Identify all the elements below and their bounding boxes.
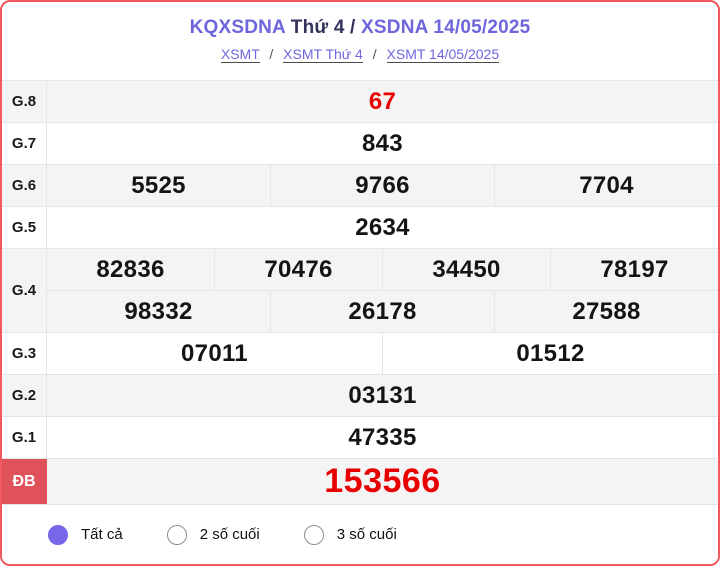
prize-label-g5: G.5 <box>2 207 47 248</box>
prize-row-g8: G.8 67 <box>2 81 718 123</box>
prize-value-g8: 67 <box>368 87 397 115</box>
filter-option-all-label[interactable]: Tất cả <box>81 526 123 543</box>
prize-label-g4: G.4 <box>2 249 47 332</box>
prize-value-g2: 03131 <box>348 381 417 409</box>
title-weekday: Thứ 4 / <box>290 17 356 38</box>
breadcrumb-separator: / <box>269 46 274 62</box>
prize-value-g1: 47335 <box>348 423 417 451</box>
prize-value-g3-1: 07011 <box>181 339 248 367</box>
prize-row-g1: G.1 47335 <box>2 417 718 459</box>
prize-value-g4-2: 70476 <box>214 249 382 290</box>
prize-row-db: ĐB 153566 <box>2 459 718 505</box>
radio-unselected-icon[interactable] <box>303 524 324 545</box>
radio-selected-icon[interactable] <box>48 524 68 545</box>
prize-row-g5: G.5 2634 <box>2 207 718 249</box>
prize-value-g6-3: 7704 <box>494 165 718 206</box>
prize-value-g6-2: 9766 <box>270 165 494 206</box>
filter-option-last3[interactable]: 3 số cuối <box>303 524 397 545</box>
prize-row-g7: G.7 843 <box>2 123 718 165</box>
prize-row-g6: G.6 5525 9766 7704 <box>2 165 718 207</box>
prize-value-g6-1: 5525 <box>131 171 186 199</box>
prize-value-g7: 843 <box>362 129 403 157</box>
prize-value-g4-6: 26178 <box>270 291 494 332</box>
breadcrumb-link-xsmt-thu4[interactable]: XSMT Thứ 4 <box>283 46 363 63</box>
filter-option-last2-label[interactable]: 2 số cuối <box>199 526 260 543</box>
filter-option-all[interactable]: Tất cả <box>48 524 123 545</box>
prize-value-g4-3: 34450 <box>382 249 550 290</box>
page-title: KQXSDNA Thứ 4 / XSDNA 14/05/2025 <box>2 15 718 41</box>
prize-label-g8: G.8 <box>2 81 47 122</box>
prize-value-g4-1: 82836 <box>96 255 165 283</box>
title-kqxsdna: KQXSDNA <box>189 17 286 38</box>
filter-option-last3-label[interactable]: 3 số cuối <box>336 526 397 543</box>
prize-label-g3: G.3 <box>2 333 47 374</box>
prize-label-g2: G.2 <box>2 375 47 416</box>
title-draw-date: XSDNA 14/05/2025 <box>361 17 531 38</box>
breadcrumb-separator: / <box>372 46 377 62</box>
prize-value-g5: 2634 <box>355 213 410 241</box>
breadcrumb-link-xsmt-date[interactable]: XSMT 14/05/2025 <box>386 46 500 63</box>
radio-unselected-icon[interactable] <box>166 524 187 545</box>
prize-label-g7: G.7 <box>2 123 47 164</box>
prize-label-g6: G.6 <box>2 165 47 206</box>
breadcrumb-link-xsmt[interactable]: XSMT <box>220 46 260 63</box>
header: KQXSDNA Thứ 4 / XSDNA 14/05/2025 XSMT / … <box>2 2 718 81</box>
results-table: G.8 67 G.7 843 G.6 5525 9766 7704 G.5 26… <box>2 81 718 505</box>
prize-value-g4-7: 27588 <box>494 291 718 332</box>
prize-label-db: ĐB <box>2 459 47 504</box>
prize-value-db: 153566 <box>324 462 441 500</box>
prize-value-g3-2: 01512 <box>382 333 718 374</box>
filter-option-last2[interactable]: 2 số cuối <box>166 524 260 545</box>
prize-row-g3: G.3 07011 01512 <box>2 333 718 375</box>
filter-options: Tất cả 2 số cuối 3 số cuối <box>2 505 718 564</box>
prize-label-g1: G.1 <box>2 417 47 458</box>
prize-row-g4: G.4 82836 70476 34450 78197 98332 26178 … <box>2 249 718 333</box>
breadcrumb: XSMT / XSMT Thứ 4 / XSMT 14/05/2025 <box>2 44 718 64</box>
prize-value-g4-5: 98332 <box>124 297 193 325</box>
prize-value-g4-4: 78197 <box>550 249 718 290</box>
prize-row-g2: G.2 03131 <box>2 375 718 417</box>
